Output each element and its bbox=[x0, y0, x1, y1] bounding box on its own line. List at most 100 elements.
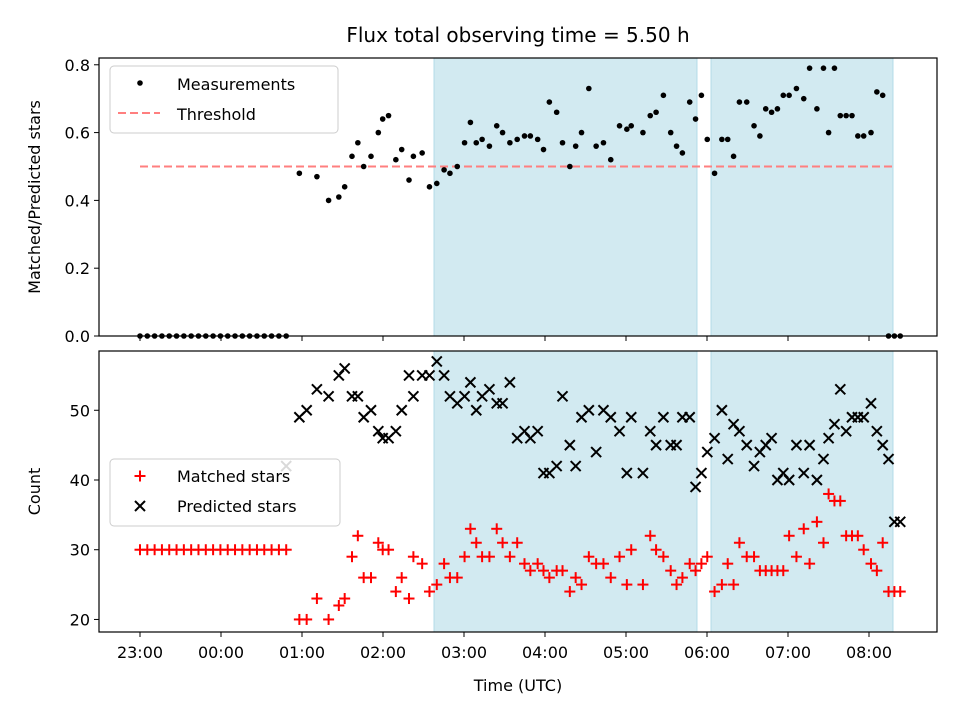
matched-star-marker bbox=[716, 579, 728, 591]
measurement-point bbox=[355, 139, 361, 146]
matched-star-marker bbox=[748, 551, 760, 563]
matched-star-marker bbox=[543, 572, 555, 584]
measurement-point bbox=[640, 129, 646, 136]
matched-star-marker bbox=[464, 523, 476, 535]
matched-star-marker bbox=[777, 565, 789, 577]
measurement-point bbox=[553, 109, 560, 116]
measurement-point bbox=[461, 139, 468, 146]
measurement-point bbox=[660, 92, 667, 99]
matched-star-marker bbox=[532, 558, 544, 570]
matched-star-marker bbox=[614, 551, 626, 563]
matched-star-marker bbox=[538, 565, 550, 577]
predicted-star-marker bbox=[876, 439, 889, 451]
predicted-star-marker bbox=[311, 383, 323, 396]
matched-star-marker bbox=[470, 537, 482, 549]
legend-label-threshold: Threshold bbox=[176, 105, 256, 124]
matched-star-marker bbox=[877, 537, 889, 549]
matched-star-marker bbox=[665, 565, 677, 577]
matched-star-marker bbox=[491, 523, 503, 535]
legend-box bbox=[109, 65, 339, 134]
matched-star-marker bbox=[483, 551, 495, 563]
measurement-point bbox=[814, 106, 820, 112]
measurement-point bbox=[325, 197, 332, 204]
predicted-star-marker bbox=[483, 383, 496, 396]
predicted-star-marker bbox=[684, 411, 696, 423]
x-tick-label: 02:00 bbox=[360, 643, 406, 662]
legend-bottom: Matched stars Predicted stars bbox=[109, 458, 341, 527]
measurement-point bbox=[628, 123, 635, 129]
predicted-star-marker bbox=[644, 425, 656, 437]
matched-star-marker bbox=[311, 593, 323, 605]
matched-star-marker bbox=[438, 558, 450, 570]
matched-star-marker bbox=[637, 579, 649, 591]
measurement-point bbox=[607, 156, 614, 163]
legend-marker-measurements bbox=[137, 80, 143, 86]
matched-star-marker bbox=[657, 551, 669, 563]
matched-star-marker bbox=[728, 579, 740, 591]
predicted-star-marker bbox=[423, 369, 436, 382]
matched-star-marker bbox=[346, 551, 358, 563]
predicted-star-marker bbox=[637, 467, 649, 479]
matched-star-marker bbox=[459, 551, 471, 563]
y-tick-label: 0.6 bbox=[65, 124, 90, 143]
predicted-star-marker bbox=[407, 390, 420, 403]
measurement-point bbox=[336, 194, 342, 200]
matched-star-marker bbox=[722, 558, 734, 570]
measurement-point bbox=[419, 150, 425, 156]
measurement-point bbox=[616, 123, 623, 129]
predicted-star-marker bbox=[395, 404, 408, 416]
predicted-star-marker bbox=[822, 432, 835, 444]
measurement-point bbox=[768, 109, 775, 116]
measurement-point bbox=[843, 112, 849, 119]
measurement-point bbox=[385, 112, 392, 119]
predicted-star-marker bbox=[657, 411, 670, 423]
measurement-point bbox=[593, 143, 599, 149]
measurement-point bbox=[559, 139, 566, 146]
matched-star-marker bbox=[811, 516, 823, 528]
predicted-star-marker bbox=[464, 376, 477, 389]
measurement-point bbox=[736, 99, 743, 105]
measurement-point bbox=[527, 133, 534, 139]
matched-star-marker bbox=[407, 551, 419, 563]
measurement-point bbox=[341, 184, 348, 190]
y-tick-label: 0.0 bbox=[65, 327, 90, 346]
measurement-point bbox=[600, 139, 607, 146]
matched-star-marker bbox=[834, 495, 846, 507]
predicted-star-marker bbox=[840, 425, 852, 437]
measurement-point bbox=[743, 99, 750, 105]
matched-star-marker bbox=[894, 586, 906, 598]
predicted-star-marker bbox=[817, 453, 830, 465]
y-tick-label: 0.8 bbox=[65, 56, 90, 75]
predicted-star-marker bbox=[372, 425, 385, 437]
y-tick-label: 20 bbox=[70, 610, 90, 629]
measurement-point bbox=[879, 92, 886, 99]
y-tick-label: 0.4 bbox=[65, 191, 90, 210]
predicted-star-marker bbox=[834, 383, 847, 396]
matched-star-marker bbox=[280, 544, 292, 556]
measurement-point bbox=[711, 170, 718, 177]
measurement-point bbox=[724, 136, 731, 143]
predicted-star-marker bbox=[741, 439, 753, 451]
measurement-point bbox=[774, 106, 781, 112]
predicted-star-marker bbox=[701, 446, 713, 458]
matched-star-marker bbox=[858, 544, 870, 556]
predicted-star-marker bbox=[613, 425, 626, 437]
measurement-point bbox=[849, 112, 855, 119]
predicted-star-marker bbox=[458, 390, 471, 403]
shaded-interval bbox=[433, 57, 698, 337]
matched-star-marker bbox=[676, 572, 688, 584]
y-tick-label: 0.2 bbox=[65, 259, 90, 278]
predicted-star-marker bbox=[470, 404, 482, 416]
measurement-point bbox=[578, 129, 585, 136]
x-tick-label: 01:00 bbox=[279, 643, 325, 662]
predicted-star-marker bbox=[857, 411, 870, 423]
predicted-star-marker bbox=[550, 460, 563, 472]
matched-star-marker bbox=[519, 558, 531, 570]
measurement-point bbox=[447, 170, 453, 177]
measurement-point bbox=[692, 116, 699, 122]
predicted-star-marker bbox=[300, 404, 313, 416]
matched-star-marker bbox=[625, 544, 637, 556]
predicted-star-marker bbox=[882, 453, 895, 465]
matched-star-marker bbox=[671, 579, 683, 591]
legend-label-matched: Matched stars bbox=[177, 467, 290, 486]
